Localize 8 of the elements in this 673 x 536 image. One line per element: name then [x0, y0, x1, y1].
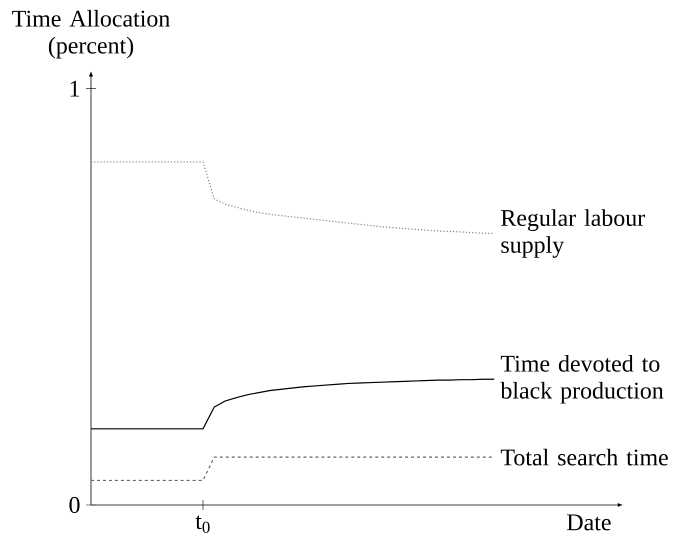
x-axis-title: Date	[567, 514, 611, 530]
y-tick-label: 0	[69, 496, 80, 513]
y-tick-label: 1	[70, 80, 80, 96]
y-axis-title: Time Allocation (percent)	[12, 10, 170, 58]
x-tick-label: t$_{0}$	[195, 515, 210, 533]
series-label: Time devoted to black production	[500, 354, 664, 404]
series-label: Regular labour supply	[501, 209, 645, 258]
series-label: Total search time	[500, 448, 668, 466]
